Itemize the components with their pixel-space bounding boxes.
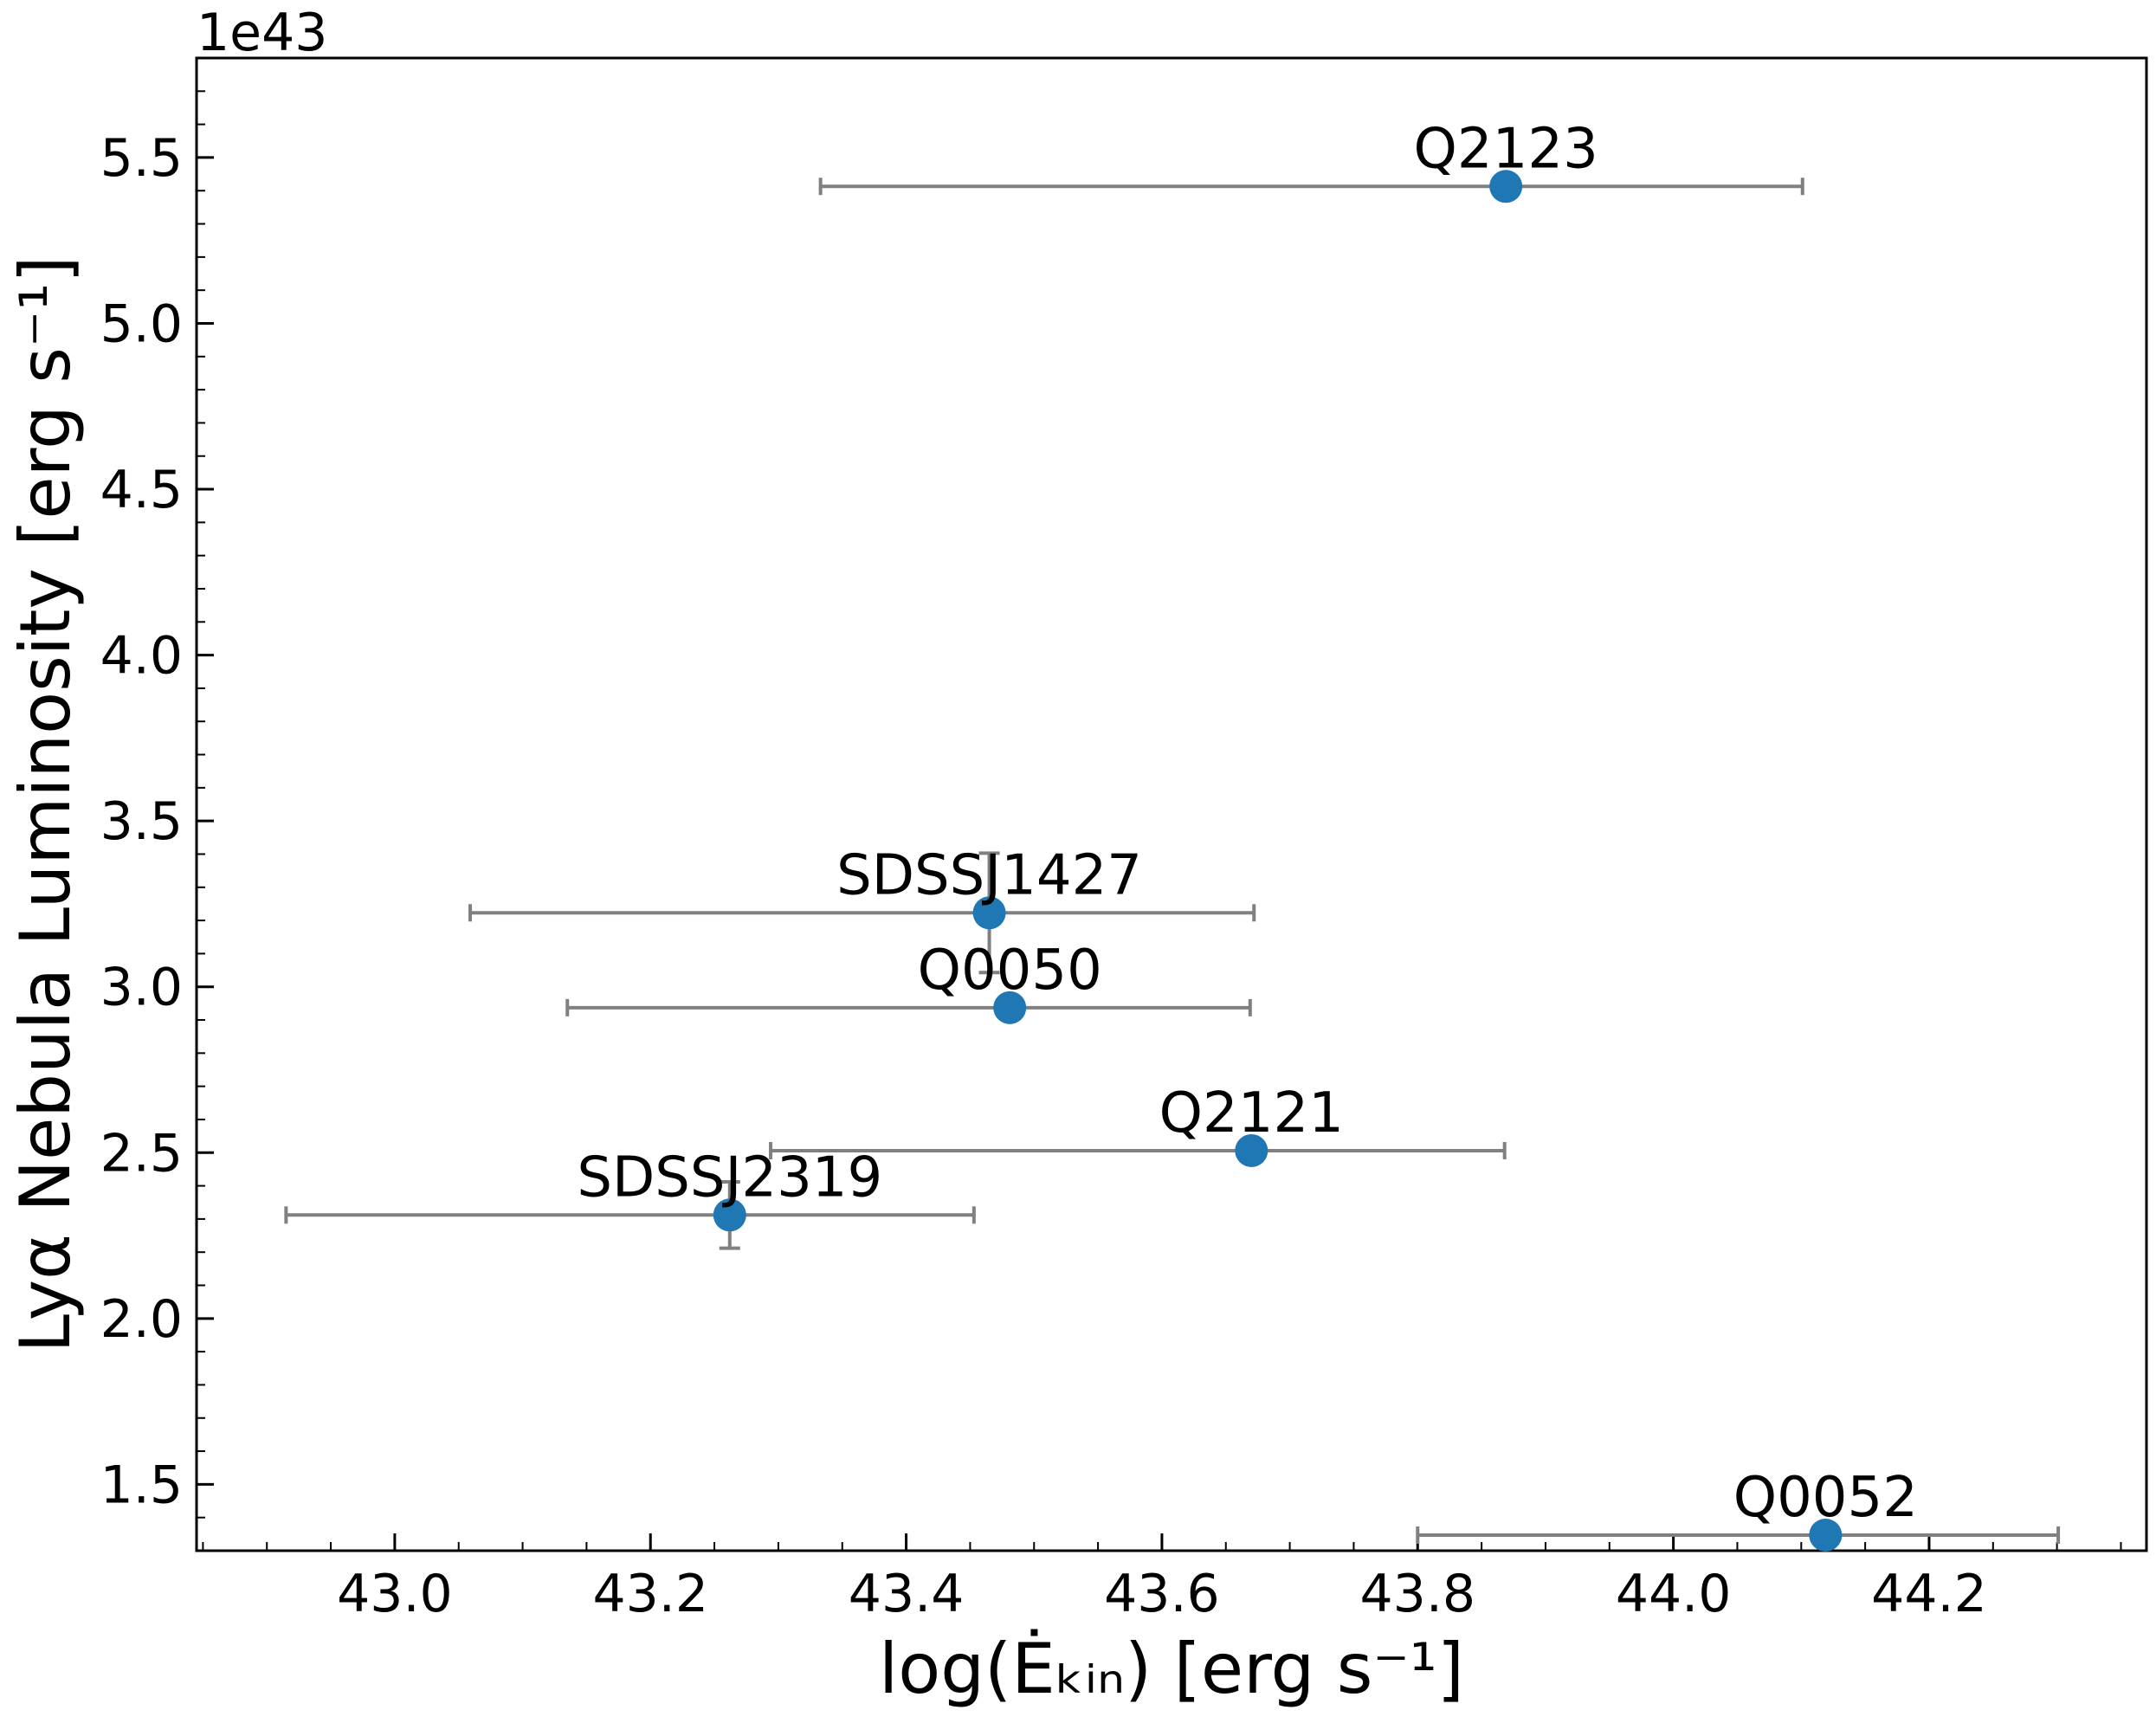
y-tick-label: 4.5 (100, 460, 183, 520)
x-axis-label: log(Ėₖᵢₙ) [erg s⁻¹] (879, 1629, 1464, 1709)
point (972, 896, 1006, 930)
x-tick-label: 43.4 (849, 1564, 965, 1624)
point-label: Q2123 (1414, 117, 1598, 181)
point (1809, 1518, 1843, 1552)
point-label: SDSSJ1427 (836, 843, 1142, 907)
y-tick-label: 3.5 (100, 791, 183, 852)
point-label: Q2121 (1159, 1081, 1344, 1145)
point (1489, 170, 1523, 203)
point-label: Q0052 (1733, 1466, 1918, 1530)
point-label: Q0050 (918, 939, 1102, 1003)
plot-frame (195, 56, 2148, 1552)
y-tick-label: 4.0 (100, 626, 183, 687)
y-offset-label: 1e43 (197, 3, 327, 63)
x-tick-label: 44.0 (1616, 1564, 1732, 1624)
y-tick-label: 5.5 (100, 128, 183, 189)
y-tick-label: 2.0 (100, 1289, 183, 1350)
point-label: SDSSJ2319 (577, 1145, 882, 1210)
x-tick-label: 43.8 (1359, 1564, 1475, 1624)
point (713, 1198, 746, 1232)
y-tick-label: 2.5 (100, 1123, 183, 1184)
x-tick-label: 43.0 (337, 1564, 453, 1624)
x-tick-label: 43.6 (1104, 1564, 1220, 1624)
y-tick-label: 1.5 (100, 1455, 183, 1515)
x-tick-label: 43.2 (592, 1564, 708, 1624)
x-tick-label: 44.2 (1871, 1564, 1987, 1624)
point (1235, 1133, 1268, 1167)
point (993, 991, 1027, 1024)
y-tick-label: 5.0 (100, 294, 183, 354)
y-axis-label: Lyα Nebula Luminosity [erg s⁻¹] (5, 256, 86, 1353)
y-tick-label: 3.0 (100, 958, 183, 1018)
